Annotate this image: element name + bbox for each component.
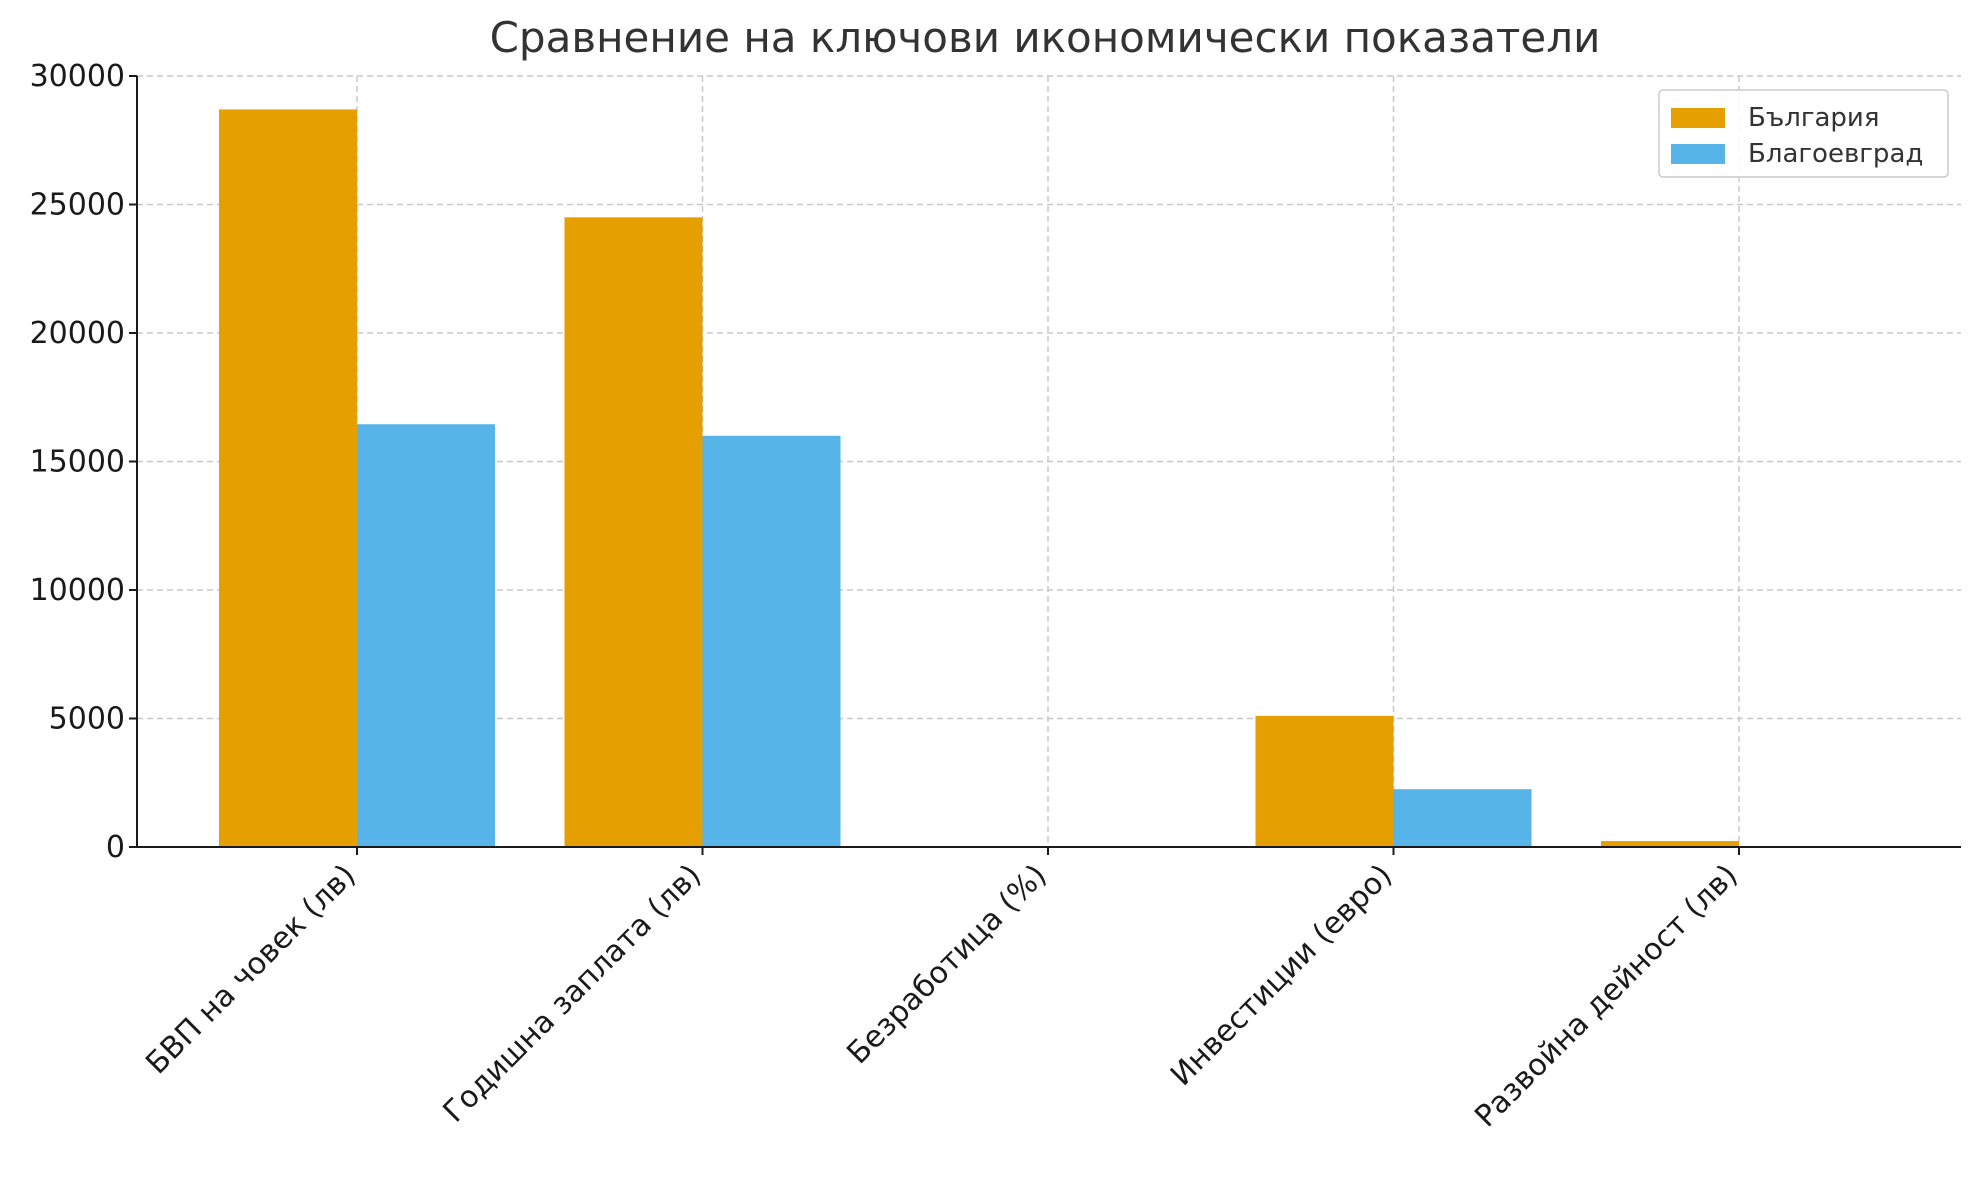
y-tick-label: 25000 bbox=[30, 188, 125, 223]
legend: България Благоевград bbox=[1658, 89, 1949, 178]
bar-blagoevgrad bbox=[1393, 789, 1532, 847]
y-axis-ticks: 0 5000 10000 15000 20000 25000 30000 bbox=[30, 59, 137, 865]
x-axis-ticks: БВП на човек (лв) Годишна заплата (лв) Без… bbox=[139, 847, 1745, 1134]
y-tick-label: 20000 bbox=[30, 316, 125, 351]
x-tick-label: Годишна заплата (лв) bbox=[437, 858, 709, 1130]
bar-bulgaria bbox=[1255, 715, 1394, 847]
y-tick-label: 0 bbox=[106, 830, 125, 865]
chart-title: Сравнение на ключови икономически показа… bbox=[490, 13, 1601, 62]
y-tick-label: 5000 bbox=[49, 702, 125, 737]
legend-label: България bbox=[1748, 103, 1879, 133]
x-tick-label: БВП на човек (лв) bbox=[139, 858, 362, 1081]
x-tick-label: Безработица (%) bbox=[840, 858, 1053, 1071]
y-tick-label: 30000 bbox=[30, 59, 125, 94]
bar-bulgaria bbox=[1601, 841, 1739, 847]
y-tick-label: 10000 bbox=[30, 573, 125, 608]
bar-blagoevgrad bbox=[357, 424, 495, 847]
bar-bulgaria bbox=[564, 217, 703, 848]
bar-blagoevgrad bbox=[702, 435, 841, 847]
legend-label: Благоевград bbox=[1748, 139, 1923, 169]
legend-swatch bbox=[1671, 144, 1725, 164]
x-tick-label: Инвестиции (евро) bbox=[1164, 858, 1399, 1093]
bars bbox=[219, 109, 1877, 848]
y-tick-label: 15000 bbox=[30, 445, 125, 480]
legend-box bbox=[1658, 89, 1949, 178]
bar-bulgaria bbox=[219, 109, 357, 847]
legend-swatch bbox=[1671, 108, 1725, 128]
x-tick-label: Развойна дейност (лв) bbox=[1468, 858, 1744, 1134]
